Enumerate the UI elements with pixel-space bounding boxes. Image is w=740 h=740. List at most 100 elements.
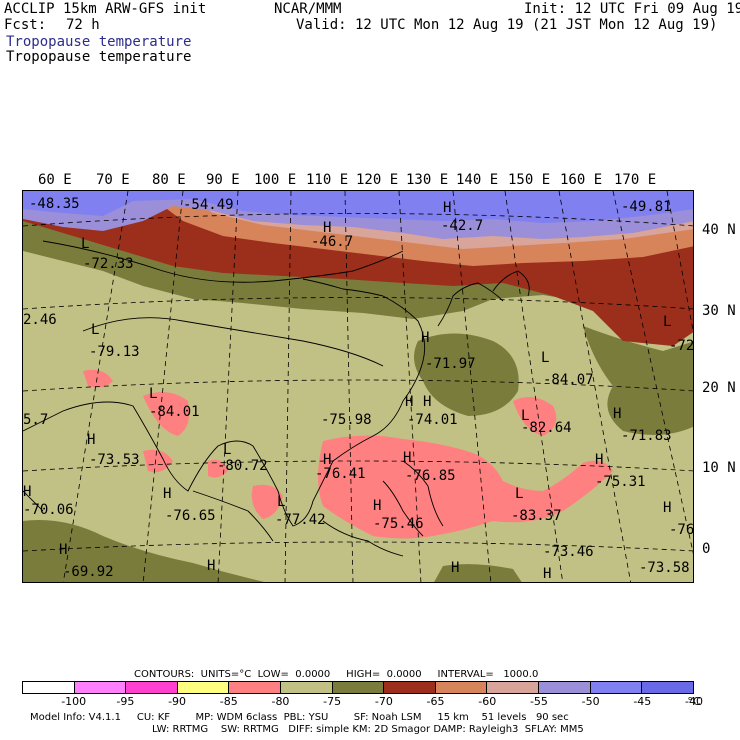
legend-tick-label: -60 xyxy=(478,695,497,708)
forecast-hour: 72 h xyxy=(66,17,100,33)
low-marker: L xyxy=(81,236,90,252)
legend-tick-label: -75 xyxy=(323,695,342,708)
field-value-label: -73.58 xyxy=(639,560,690,576)
field-value-label: -75.98 xyxy=(321,412,372,428)
legend-tick-label: -45 xyxy=(633,695,652,708)
legend-tick-label: -100 xyxy=(61,695,87,708)
field-value-label: -73.53 xyxy=(89,452,140,468)
legend-swatch xyxy=(126,682,178,693)
legend-tick-label: °C xyxy=(687,695,701,708)
field-value-label: -75.31 xyxy=(595,474,646,490)
legend-swatch xyxy=(332,682,385,693)
legend-tick-label: -50 xyxy=(581,695,600,708)
longitude-label: 130 E xyxy=(406,172,449,188)
forecast-label: Fcst: xyxy=(4,17,47,33)
longitude-label: 70 E xyxy=(96,172,130,188)
field-title-primary: Tropopause temperature xyxy=(6,34,192,50)
field-value-label: -76.85 xyxy=(405,468,456,484)
field-value-label: -76.65 xyxy=(165,508,216,524)
longitude-label: 120 E xyxy=(356,172,399,188)
longitude-label: 60 E xyxy=(38,172,72,188)
longitude-label: 170 E xyxy=(614,172,657,188)
coastlines xyxy=(23,240,530,557)
longitude-label: 140 E xyxy=(456,172,499,188)
legend-tick-label: -55 xyxy=(529,695,548,708)
longitude-label: 150 E xyxy=(508,172,551,188)
field-value-label: -76 xyxy=(669,522,694,538)
model-info-line-1: Model Info: V4.1.1 CU: KF MP: WDM 6class… xyxy=(30,712,569,723)
legend-swatch xyxy=(642,682,693,693)
legend-tick-label: -40 xyxy=(685,695,703,708)
low-marker: L xyxy=(521,408,530,424)
high-marker: H xyxy=(613,406,622,422)
latitude-label: 20 N xyxy=(702,380,736,396)
field-value-label: -83.37 xyxy=(511,508,562,524)
field-value-label: -69.92 xyxy=(63,564,114,580)
legend-swatch xyxy=(281,682,333,693)
high-marker: H xyxy=(423,394,432,410)
field-value-label: -71.97 xyxy=(425,356,476,372)
high-marker: H xyxy=(405,394,414,410)
low-marker: L xyxy=(663,314,672,330)
field-value-label: -76.41 xyxy=(315,466,366,482)
legend-swatch xyxy=(384,682,436,693)
high-marker: H xyxy=(323,220,332,236)
latitude-label: 10 N xyxy=(702,460,736,476)
field-value-label: -70.06 xyxy=(23,502,74,518)
legend-swatch xyxy=(435,682,488,693)
valid-time: Valid: 12 UTC Mon 12 Aug 19 (21 JST Mon … xyxy=(296,17,718,33)
legend-swatch xyxy=(177,682,230,693)
high-marker: H xyxy=(543,566,552,582)
longitude-label: 80 E xyxy=(152,172,186,188)
legend-swatch xyxy=(23,682,75,693)
field-value-label: -75.46 xyxy=(373,516,424,532)
longitude-label: 100 E xyxy=(254,172,297,188)
legend-swatch xyxy=(539,682,591,693)
band-minus75-minus70-southwest xyxy=(23,520,265,582)
legend-swatch xyxy=(74,682,127,693)
high-marker: H xyxy=(373,498,382,514)
high-marker: H xyxy=(87,432,96,448)
longitude-label: 160 E xyxy=(560,172,603,188)
field-value-label: -84.07 xyxy=(543,372,594,388)
field-value-label: -71.83 xyxy=(621,428,672,444)
low-marker: L xyxy=(277,494,286,510)
field-value-label: -80.72 xyxy=(217,458,268,474)
field-value-label: -54.49 xyxy=(183,197,234,213)
high-marker: H xyxy=(59,542,68,558)
high-marker: H xyxy=(451,560,460,576)
low-marker: L xyxy=(223,442,232,458)
high-marker: H xyxy=(421,330,430,346)
field-value-label: -49.81 xyxy=(621,199,672,215)
field-value-label: -77.42 xyxy=(275,512,326,528)
longitude-label: 90 E xyxy=(206,172,240,188)
field-value-label: -48.35 xyxy=(29,196,80,212)
latitude-label: 0 xyxy=(702,541,711,557)
field-title-secondary: Tropopause temperature xyxy=(6,49,192,65)
map-panel: -48.35 -54.49 H -42.7 H -46.7 -49.81 L -72.33 2.4… xyxy=(22,190,694,583)
legend-swatch xyxy=(487,682,540,693)
band-minus75-minus70-east xyxy=(583,326,693,435)
high-marker: H xyxy=(323,452,332,468)
model-title: ACCLIP 15km ARW-GFS init xyxy=(4,1,207,17)
tropopause-temperature-field xyxy=(23,191,693,582)
model-info-line-2: LW: RRTMG SW: RRTMG DIFF: simple KM: 2D … xyxy=(152,724,584,735)
graticule xyxy=(23,191,693,582)
high-marker: H xyxy=(403,450,412,466)
longitude-label: 110 E xyxy=(306,172,349,188)
high-marker: H xyxy=(663,500,672,516)
band-minus50-minus45 xyxy=(23,191,693,223)
high-marker: H xyxy=(163,486,172,502)
contours-info: CONTOURS: UNITS=°C LOW= 0.0000 HIGH= 0.0… xyxy=(134,669,539,680)
legend-tick-label: -70 xyxy=(374,695,393,708)
field-value-label: -82.64 xyxy=(521,420,572,436)
high-marker: H xyxy=(23,484,32,500)
field-value-label: 5.7 xyxy=(23,412,49,428)
latitude-label: 30 N xyxy=(702,303,736,319)
field-value-label: 2.46 xyxy=(23,312,57,328)
field-value-label: -74.01 xyxy=(407,412,458,428)
high-marker: H xyxy=(443,200,452,216)
low-marker: L xyxy=(515,486,524,502)
low-marker: L xyxy=(91,322,100,338)
band-below-minus80 xyxy=(83,369,613,539)
